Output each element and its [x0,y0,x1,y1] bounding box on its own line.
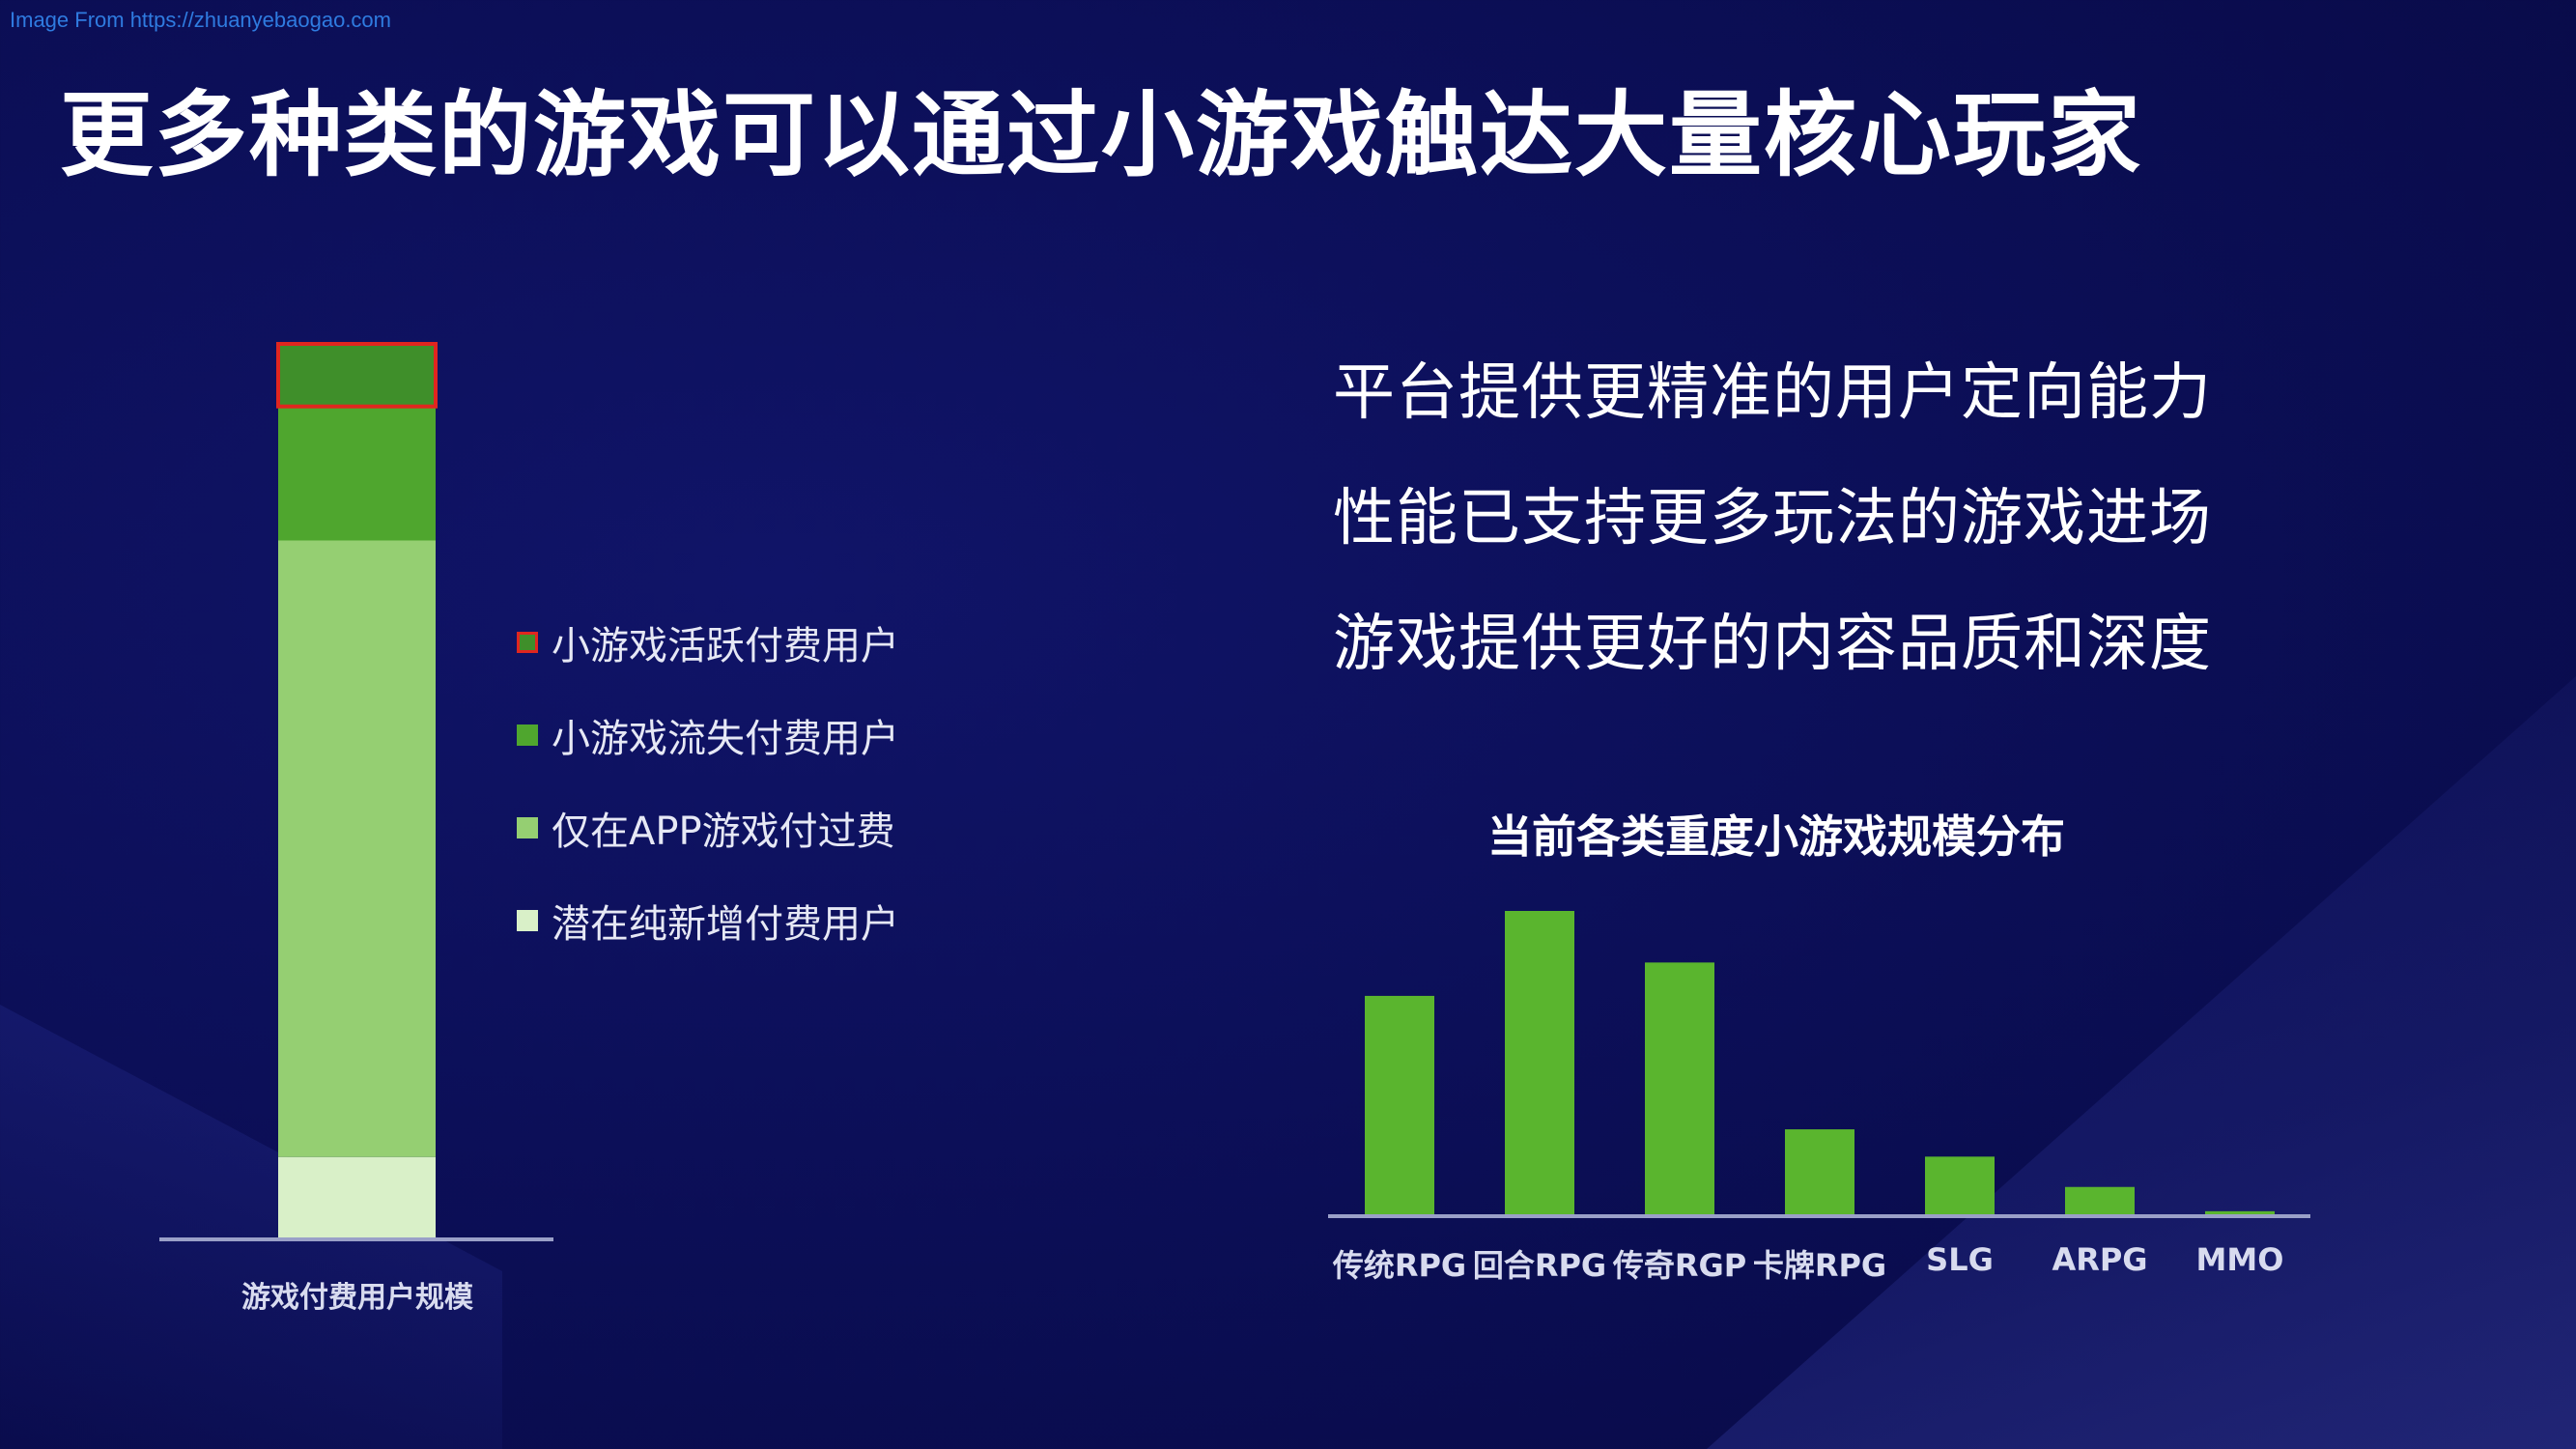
stack-segment-churned-paid [278,406,436,541]
page-title: 更多种类的游戏可以通过小游戏触达大量核心玩家 [60,81,2142,189]
bar-category-label: 卡牌RPG [1752,1247,1887,1284]
bar-0 [1365,995,1434,1214]
legend-swatch-new-potential [517,910,538,931]
legend-swatch-churned-paid [517,724,538,746]
bar-category-label: 传统RPG [1332,1247,1467,1284]
legend-swatch-active-paid [517,632,538,653]
key-points: 平台提供更精准的用户定向能力 性能已支持更多玩法的游戏进场 游戏提供更好的内容品… [1333,343,2212,720]
bar-6 [2205,1210,2275,1214]
key-point: 游戏提供更好的内容品质和深度 [1333,609,2212,680]
stacked-x-label: 游戏付费用户规模 [241,1281,473,1315]
legend-item-app-only: 仅在APP游戏付过费 [517,804,899,854]
legend-label: 潜在纯新增付费用户 [552,902,899,947]
legend-swatch-app-only [517,817,538,838]
bar-category-label: ARPG [2052,1241,2148,1278]
key-point: 平台提供更精准的用户定向能力 [1333,357,2212,429]
bar-chart-title: 当前各类重度小游戏规模分布 [1487,810,2065,863]
bar-5 [2065,1186,2135,1214]
stack-segment-active-paid [276,342,438,409]
bar-2 [1645,962,1714,1214]
legend-item-churned-paid: 小游戏流失付费用户 [517,711,899,761]
legend-label: 小游戏流失付费用户 [552,717,899,761]
stacked-legend: 小游戏活跃付费用户 小游戏流失付费用户 仅在APP游戏付过费 潜在纯新增付费用户 [517,618,899,989]
stack-segment-new-potential [278,1156,436,1237]
bar-category-label: MMO [2195,1241,2284,1278]
legend-item-active-paid: 小游戏活跃付费用户 [517,618,899,668]
bar-category-label: SLG [1926,1241,1994,1278]
legend-label: 仅在APP游戏付过费 [552,810,895,854]
bar-4 [1925,1156,1995,1214]
bar-category-label: 回合RPG [1472,1247,1607,1284]
bar-3 [1785,1129,1854,1214]
legend-label: 小游戏活跃付费用户 [552,624,899,668]
watermark: Image From https://zhuanyebaogao.com [10,8,391,32]
bar-category-label: 传奇RGP [1612,1247,1747,1284]
legend-item-new-potential: 潜在纯新增付费用户 [517,896,899,947]
bar-1 [1505,911,1574,1214]
key-point: 性能已支持更多玩法的游戏进场 [1333,483,2212,554]
stack-segment-app-only [278,540,436,1157]
